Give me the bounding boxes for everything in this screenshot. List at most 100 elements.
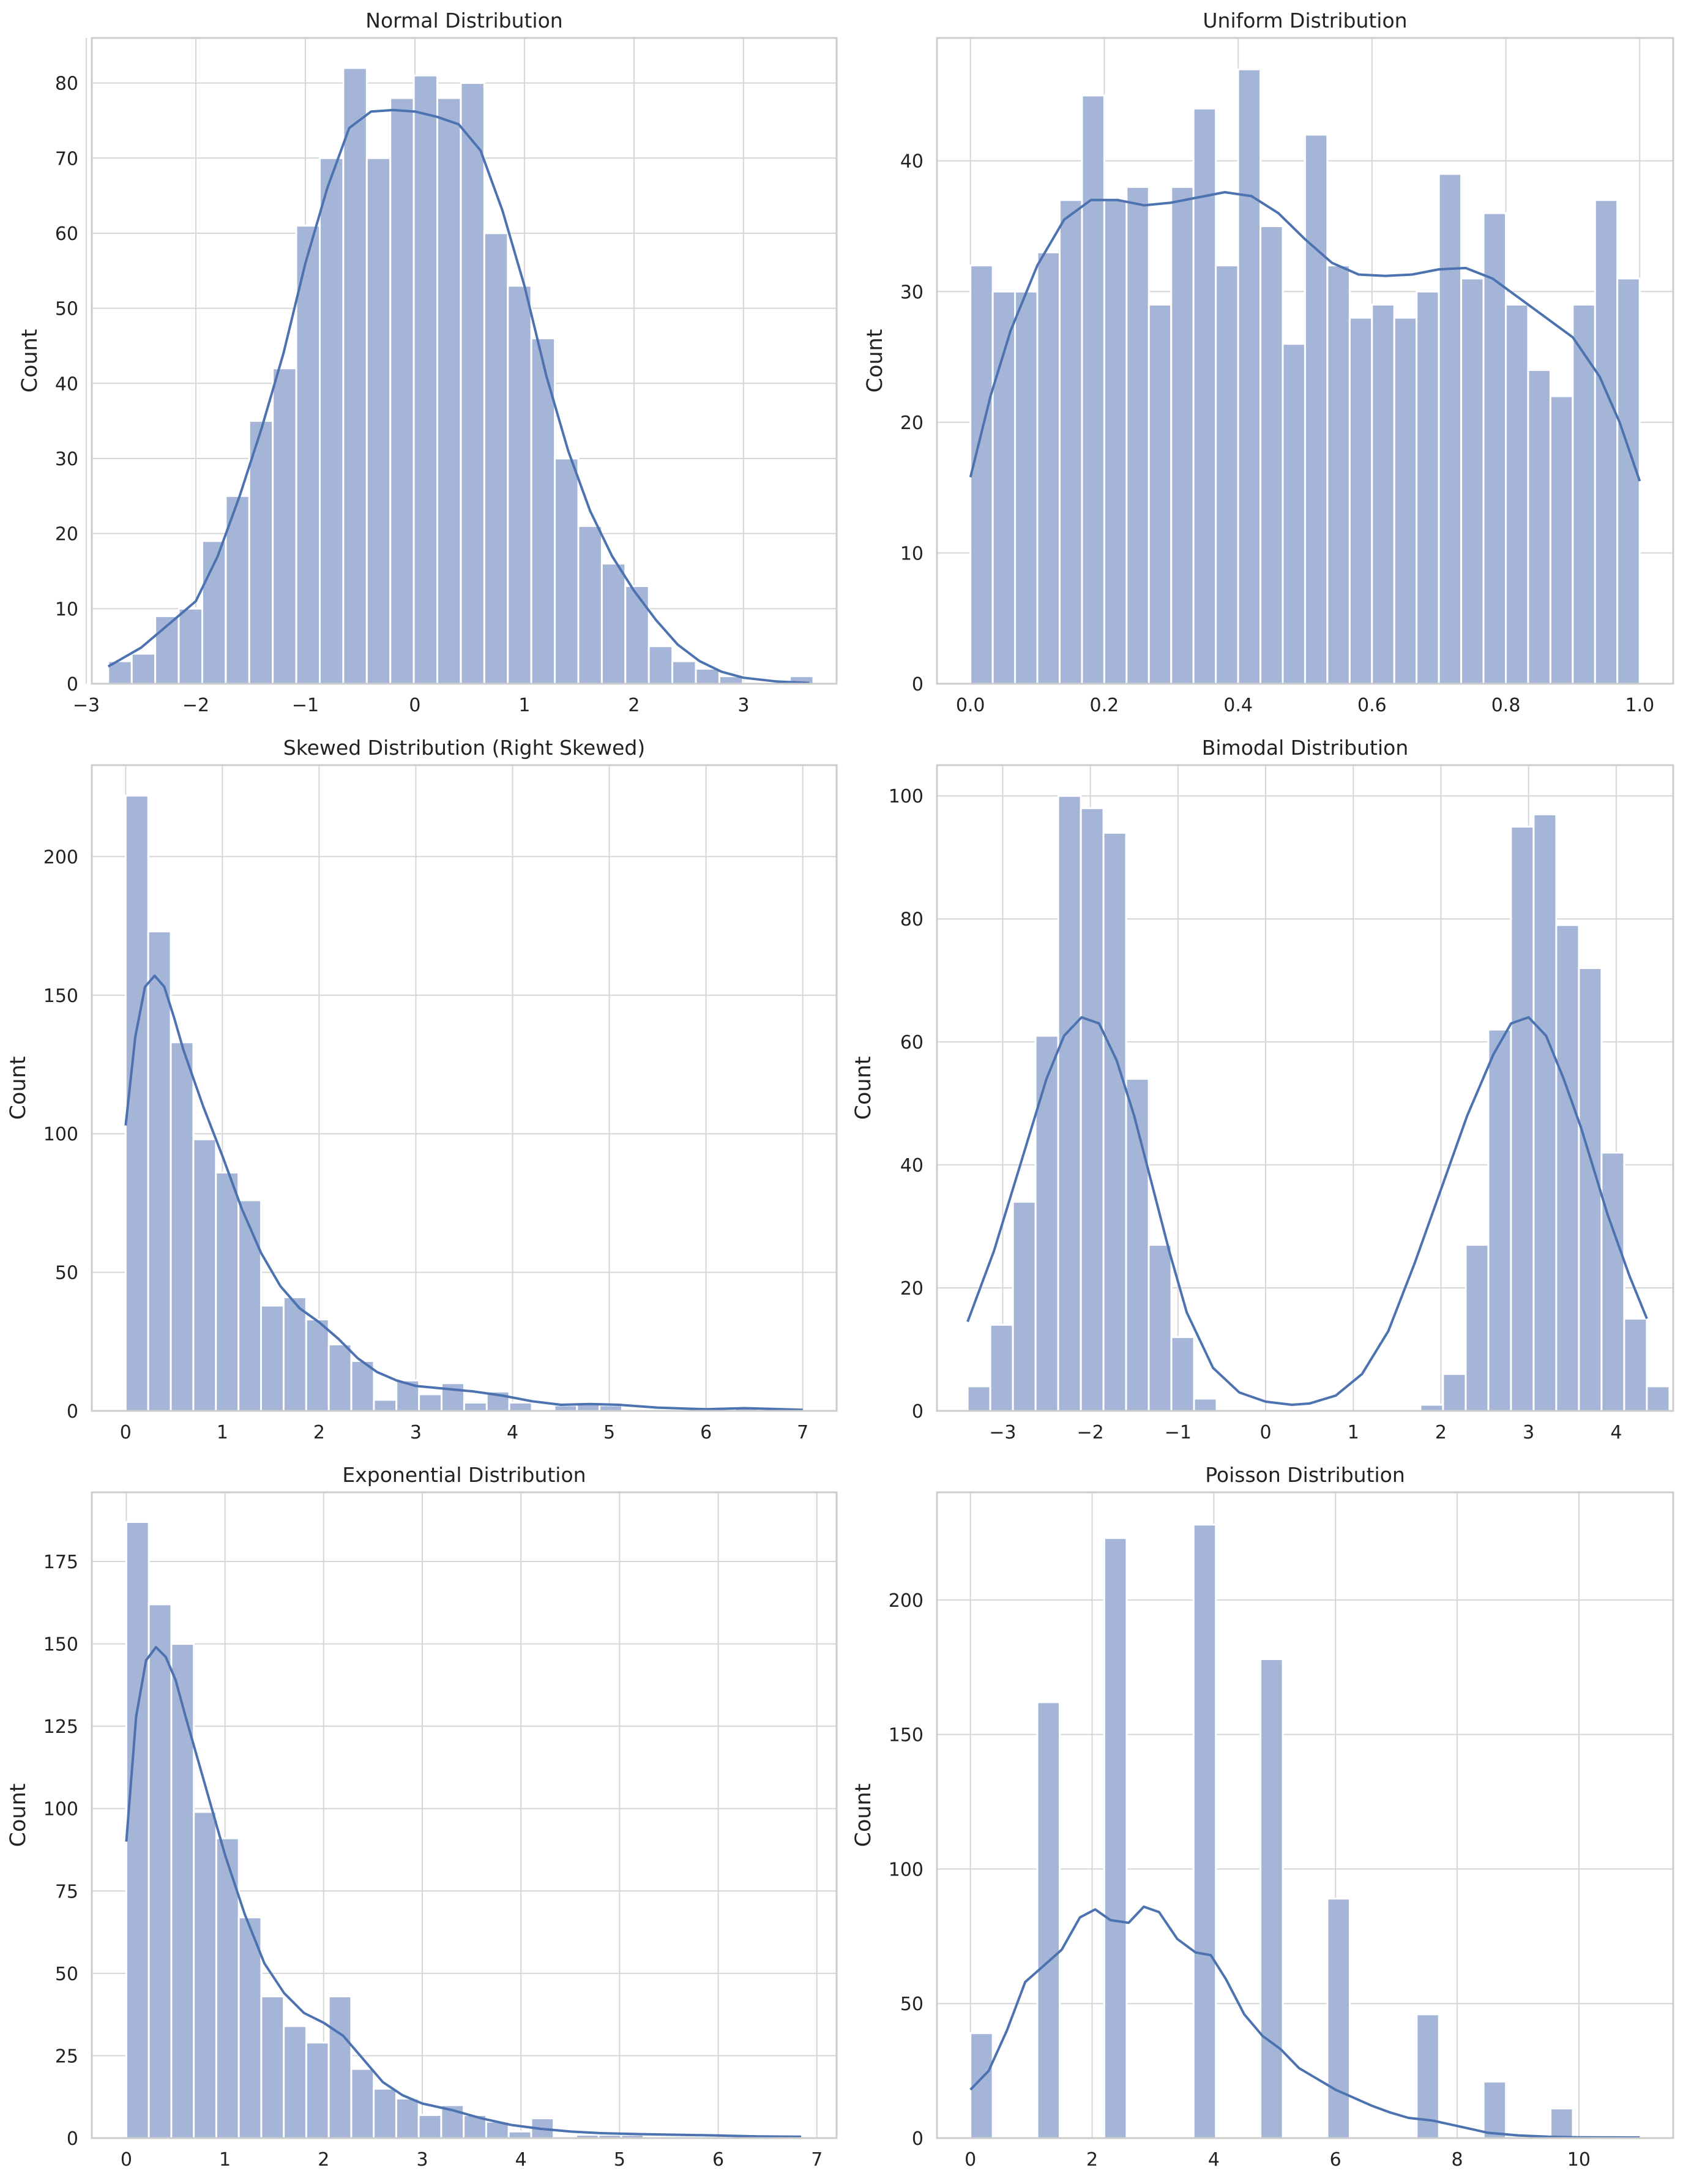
x-tick-label: 6: [1330, 2149, 1341, 2171]
x-tick-label: −3: [73, 695, 100, 716]
histogram-bar: [441, 1382, 465, 1412]
histogram-bar: [1572, 304, 1596, 685]
y-tick-label: 150: [43, 1634, 78, 1656]
histogram-bar: [1510, 825, 1535, 1412]
histogram-bar: [1371, 304, 1395, 685]
x-tick-label: 7: [797, 1422, 808, 1443]
histogram-bar: [373, 2087, 397, 2139]
histogram-bar: [350, 2068, 375, 2139]
histogram-bar: [389, 97, 415, 685]
histogram-bar: [1282, 343, 1306, 685]
histogram-bar: [1036, 1701, 1061, 2139]
histogram-bar: [395, 2097, 420, 2139]
histogram-bar: [147, 930, 172, 1412]
x-tick-label: 3: [737, 695, 749, 716]
x-tick-label: 0: [409, 695, 420, 716]
histogram-bar: [1304, 133, 1329, 685]
histogram-bar: [283, 2025, 307, 2139]
y-tick-label: 40: [900, 1155, 923, 1176]
y-tick-label: 20: [55, 524, 78, 545]
x-tick-label: 3: [410, 1422, 422, 1443]
histogram-bar: [365, 157, 392, 685]
subplot-5: 0 1 2 3 4 5 6 7 0 25 50 75 100 125 150 175 Exponential D…: [6, 1463, 838, 2171]
y-tick-label: 60: [900, 1032, 923, 1053]
histogram-bar: [342, 67, 368, 685]
x-tick-label: 1: [217, 1422, 228, 1443]
histogram-bar: [624, 585, 650, 685]
chart-title: Bimodal Distribution: [1202, 736, 1409, 760]
histogram-bar: [989, 1323, 1014, 1412]
histogram-bar: [1505, 304, 1529, 685]
y-axis-label: Count: [851, 1784, 876, 1847]
histogram-bar: [1259, 1658, 1284, 2139]
x-tick-label: 3: [1523, 1422, 1534, 1443]
x-tick-label: 0.4: [1223, 695, 1253, 716]
x-tick-label: −3: [989, 1422, 1016, 1443]
kde-line: [125, 1646, 802, 2138]
axes-frame: [91, 1491, 838, 2139]
x-tick-label: 0.0: [956, 695, 985, 716]
y-tick-label: 0: [912, 2128, 923, 2150]
axes-frame: [936, 1491, 1674, 2139]
histogram-bar: [1578, 967, 1603, 1412]
x-tick-label: 1: [1348, 1422, 1359, 1443]
histogram-bar: [1623, 1317, 1648, 1412]
histogram-bar: [1419, 1404, 1444, 1412]
histogram-bar: [463, 1401, 488, 1412]
x-tick-label: −1: [292, 695, 319, 716]
x-tick-label: 0: [965, 2149, 976, 2171]
histogram-bar: [1080, 807, 1105, 1412]
histogram-bar: [295, 225, 321, 685]
histogram-bar: [969, 264, 994, 685]
histogram-bar: [1482, 2081, 1507, 2139]
histogram-bar: [1170, 1336, 1195, 1412]
y-tick-label: 0: [67, 674, 78, 695]
y-tick-label: 30: [900, 282, 923, 303]
histogram-bar: [1465, 1244, 1490, 1412]
histogram-bar: [327, 1343, 353, 1412]
histogram-bar: [507, 285, 532, 685]
histogram-bar: [1646, 1385, 1671, 1412]
histogram-bar: [554, 457, 580, 685]
histogram-bar: [1259, 225, 1284, 685]
y-axis-label: Count: [863, 329, 887, 393]
histogram-bar: [695, 667, 720, 685]
histogram-bar: [1438, 173, 1463, 685]
y-tick-label: 50: [55, 299, 78, 320]
x-tick-label: 0.2: [1090, 695, 1119, 716]
kde-line: [969, 1905, 1640, 2139]
y-tick-label: 40: [900, 151, 923, 173]
histogram-bar: [1014, 290, 1039, 685]
x-tick-label: 2: [1086, 2149, 1098, 2171]
x-tick-label: −2: [1077, 1422, 1104, 1443]
y-axis-label: Count: [6, 1056, 31, 1120]
y-axis-label: Count: [851, 1056, 876, 1120]
histogram-bar: [282, 1296, 307, 1412]
histogram-bar: [1393, 316, 1418, 685]
y-tick-label: 150: [889, 1725, 923, 1746]
chart-title: Exponential Distribution: [342, 1463, 586, 1487]
histogram-bar: [1326, 1898, 1351, 2139]
histogram-bar: [1616, 277, 1641, 685]
x-tick-label: −1: [1165, 1422, 1192, 1443]
chart-title: Skewed Distribution (Right Skewed): [283, 736, 646, 760]
histogram-bar: [1532, 813, 1558, 1412]
y-tick-label: 20: [900, 1278, 923, 1300]
histogram-bar: [1550, 2107, 1574, 2139]
histogram-bar: [373, 1399, 398, 1412]
histogram-bar: [1460, 277, 1485, 685]
histogram-bar: [671, 660, 697, 685]
x-tick-label: 2: [318, 2149, 329, 2171]
histogram-bar: [1081, 94, 1105, 685]
y-axis-label: Count: [18, 329, 42, 393]
y-tick-label: 50: [55, 1263, 78, 1284]
subplot-3: 0 1 2 3 4 5 6 7 0 50 100 150 200 Skewed Distribution …: [6, 736, 838, 1443]
y-tick-label: 25: [55, 2046, 78, 2067]
histogram-bar: [1102, 832, 1127, 1412]
x-tick-label: 10: [1567, 2149, 1591, 2171]
histogram-bar: [1416, 2013, 1440, 2139]
histogram-bar: [1034, 1034, 1059, 1412]
